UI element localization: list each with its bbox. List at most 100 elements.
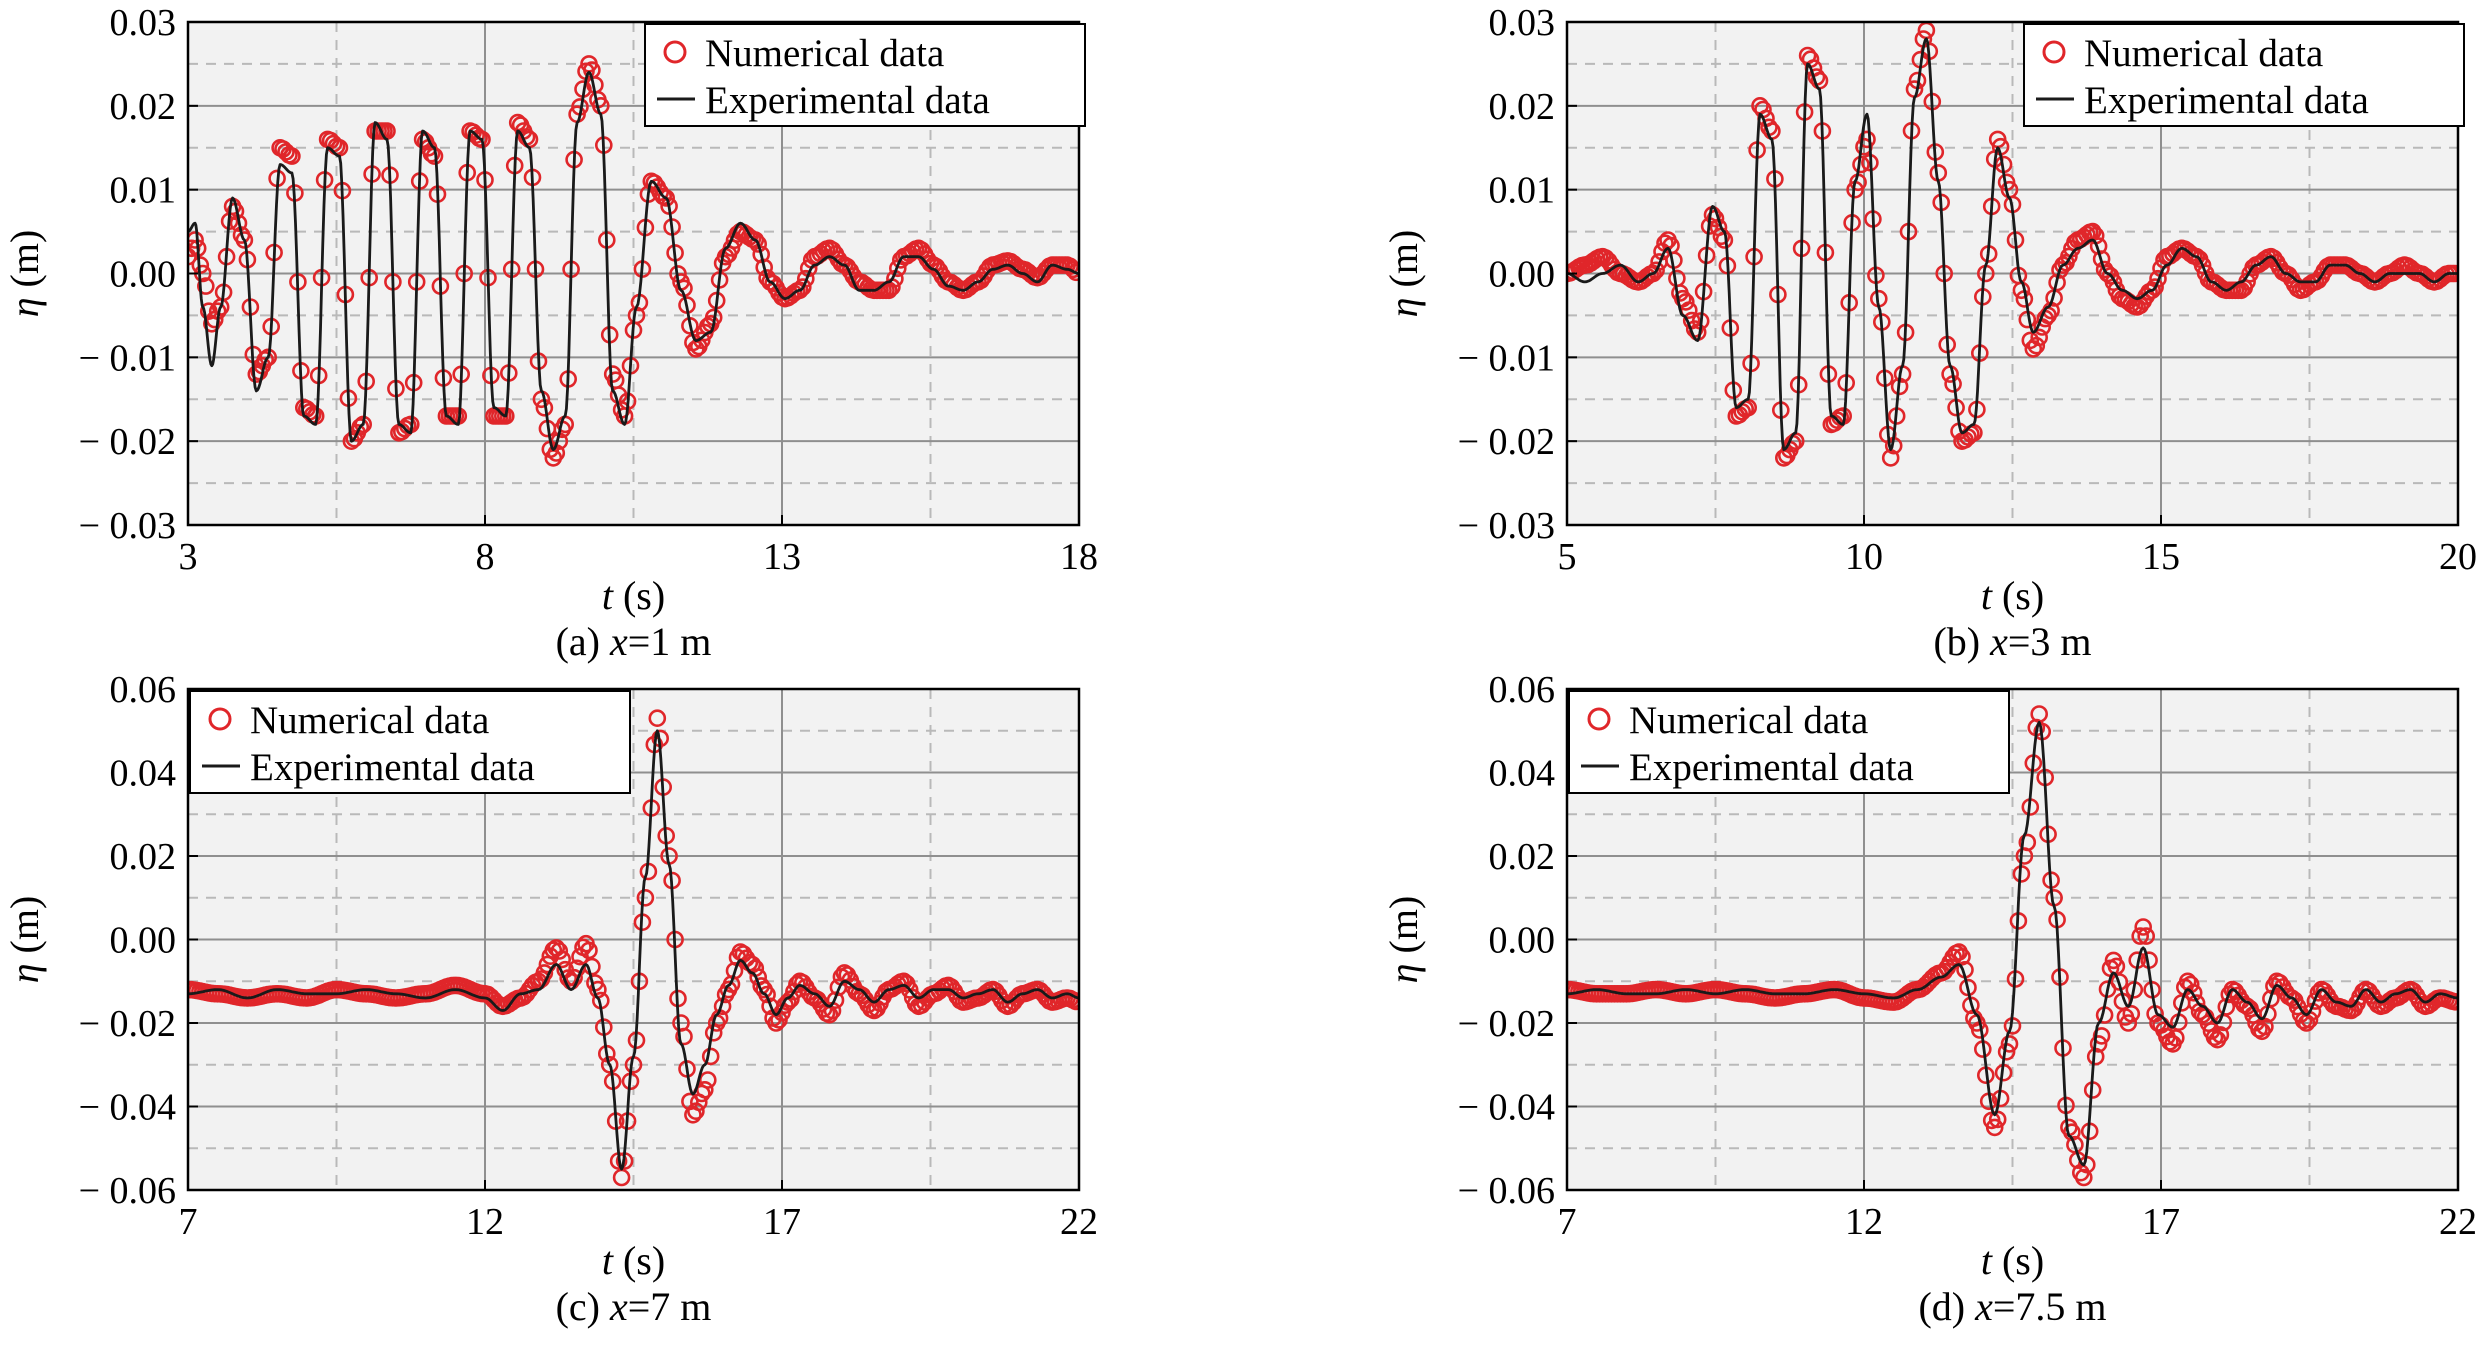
caption-prefix: (a) (556, 619, 610, 664)
y-axis-unit: (m) (2, 896, 47, 964)
numerical-point (1061, 257, 1079, 276)
numerical-point (544, 941, 563, 959)
numerical-point (2193, 256, 2212, 275)
numerical-point (550, 942, 569, 960)
numerical-point (972, 271, 990, 290)
y-axis-unit: (m) (1381, 896, 1426, 964)
numerical-point (645, 174, 664, 192)
y-axis-title: η (m) (2, 896, 47, 984)
y-axis-var: η (1381, 297, 1426, 317)
y-tick-label: 0.03 (1489, 2, 1556, 44)
numerical-point (197, 277, 215, 295)
numerical-point (796, 269, 815, 288)
x-axis-var: t (602, 573, 614, 618)
numerical-point (2092, 1027, 2111, 1045)
y-axis-var: η (2, 963, 47, 983)
y-axis-var: η (2, 297, 47, 317)
x-tick-label: 13 (763, 536, 801, 578)
data-layer (1567, 22, 2458, 467)
caption-rest: =1 m (628, 619, 712, 664)
y-tick-label: 0.00 (110, 254, 177, 296)
numerical-point (2446, 993, 2458, 1011)
numerical-point (600, 1056, 619, 1074)
data-layer (1567, 705, 2458, 1187)
numerical-point (1985, 1118, 2004, 1137)
numerical-point (2027, 336, 2046, 355)
y-tick-label: − 0.04 (1458, 1087, 1555, 1129)
numerical-point (764, 274, 782, 293)
numerical-point (2030, 328, 2048, 347)
numerical-point (188, 231, 204, 249)
y-tick-label: 0.04 (1489, 753, 1556, 795)
legend-numerical-label: Numerical data (2084, 32, 2323, 75)
numerical-point (755, 258, 774, 277)
y-axis-title: η (m) (1381, 896, 1426, 984)
x-tick-label: 17 (2142, 1201, 2180, 1243)
y-tick-label: − 0.06 (79, 1170, 176, 1212)
y-tick-label: 0.00 (1489, 920, 1556, 962)
numerical-point (580, 941, 598, 960)
panel-d: 7 12 17 22 0.06 0.04 0.02 0.00 − 0.02 − 0.04 − 0.0… (1381, 669, 2477, 1329)
caption-rest: =3 m (2008, 619, 2092, 664)
experimental-series-line (188, 70, 1079, 452)
y-tick-label: − 0.01 (1458, 337, 1555, 379)
experimental-series-line (1567, 721, 2458, 1167)
y-tick-label: 0.02 (110, 86, 177, 128)
x-tick-label: 5 (1558, 536, 1577, 578)
panel-caption: (a) x=1 m (556, 619, 712, 664)
x-tick-label: 8 (476, 536, 495, 578)
caption-var: x (609, 1284, 628, 1329)
x-axis-var: t (1981, 1238, 1993, 1283)
legend-numerical-label: Numerical data (250, 699, 489, 742)
numerical-point (2110, 973, 2129, 991)
numerical-point (259, 348, 278, 367)
x-axis-title: t (s) (602, 1238, 665, 1283)
y-tick-label: − 0.02 (79, 421, 176, 463)
numerical-point (351, 418, 370, 436)
caption-var: x (1974, 1284, 1993, 1329)
y-tick-label: 0.01 (110, 170, 177, 212)
x-tick-label: 15 (2142, 536, 2180, 578)
numerical-point (657, 189, 676, 207)
y-tick-label: − 0.02 (79, 1003, 176, 1045)
x-axis-unit: (s) (1992, 573, 2044, 618)
numerical-point (2018, 833, 2037, 852)
legend-box (1568, 690, 2010, 794)
numerical-point (746, 231, 765, 249)
caption-rest: =7.5 m (1993, 1284, 2107, 1329)
legend-numerical-marker (1587, 707, 1611, 731)
y-tick-label: 0.06 (1489, 669, 1556, 711)
numerical-point (2122, 1004, 2141, 1023)
numerical-point (942, 978, 961, 996)
numerical-point (2000, 1035, 2019, 1053)
y-axis-unit: (m) (2, 230, 47, 298)
numerical-point (701, 1047, 720, 1066)
numerical-point (636, 888, 655, 907)
legend-numerical-label: Numerical data (705, 32, 944, 75)
x-axis-unit: (s) (613, 1238, 665, 1283)
panel-a: 3 8 13 18 0.03 0.02 0.01 0.00 − 0.01 − 0.02 − 0.03… (2, 2, 1098, 664)
numerical-point (2146, 278, 2164, 296)
panel-c: 7 12 17 22 0.06 0.04 0.02 0.00 − 0.02 − 0.04 − 0.0… (2, 669, 1098, 1329)
numerical-point (853, 986, 872, 1005)
y-tick-label: − 0.01 (79, 337, 176, 379)
numerical-point (698, 1071, 717, 1089)
experimental-series-line (188, 729, 1079, 1171)
y-tick-label: 0.02 (1489, 836, 1556, 878)
x-tick-label: 22 (1060, 1201, 1098, 1243)
y-tick-label: 0.04 (110, 753, 177, 795)
y-tick-label: − 0.06 (1458, 1170, 1555, 1212)
x-tick-label: 10 (1845, 536, 1883, 578)
numerical-point (675, 1027, 693, 1046)
numerical-point (1935, 962, 1953, 981)
numerical-point (2262, 989, 2280, 1008)
y-tick-label: 0.06 (110, 669, 177, 711)
numerical-point (2211, 1026, 2230, 1044)
y-tick-label: − 0.03 (79, 505, 176, 547)
